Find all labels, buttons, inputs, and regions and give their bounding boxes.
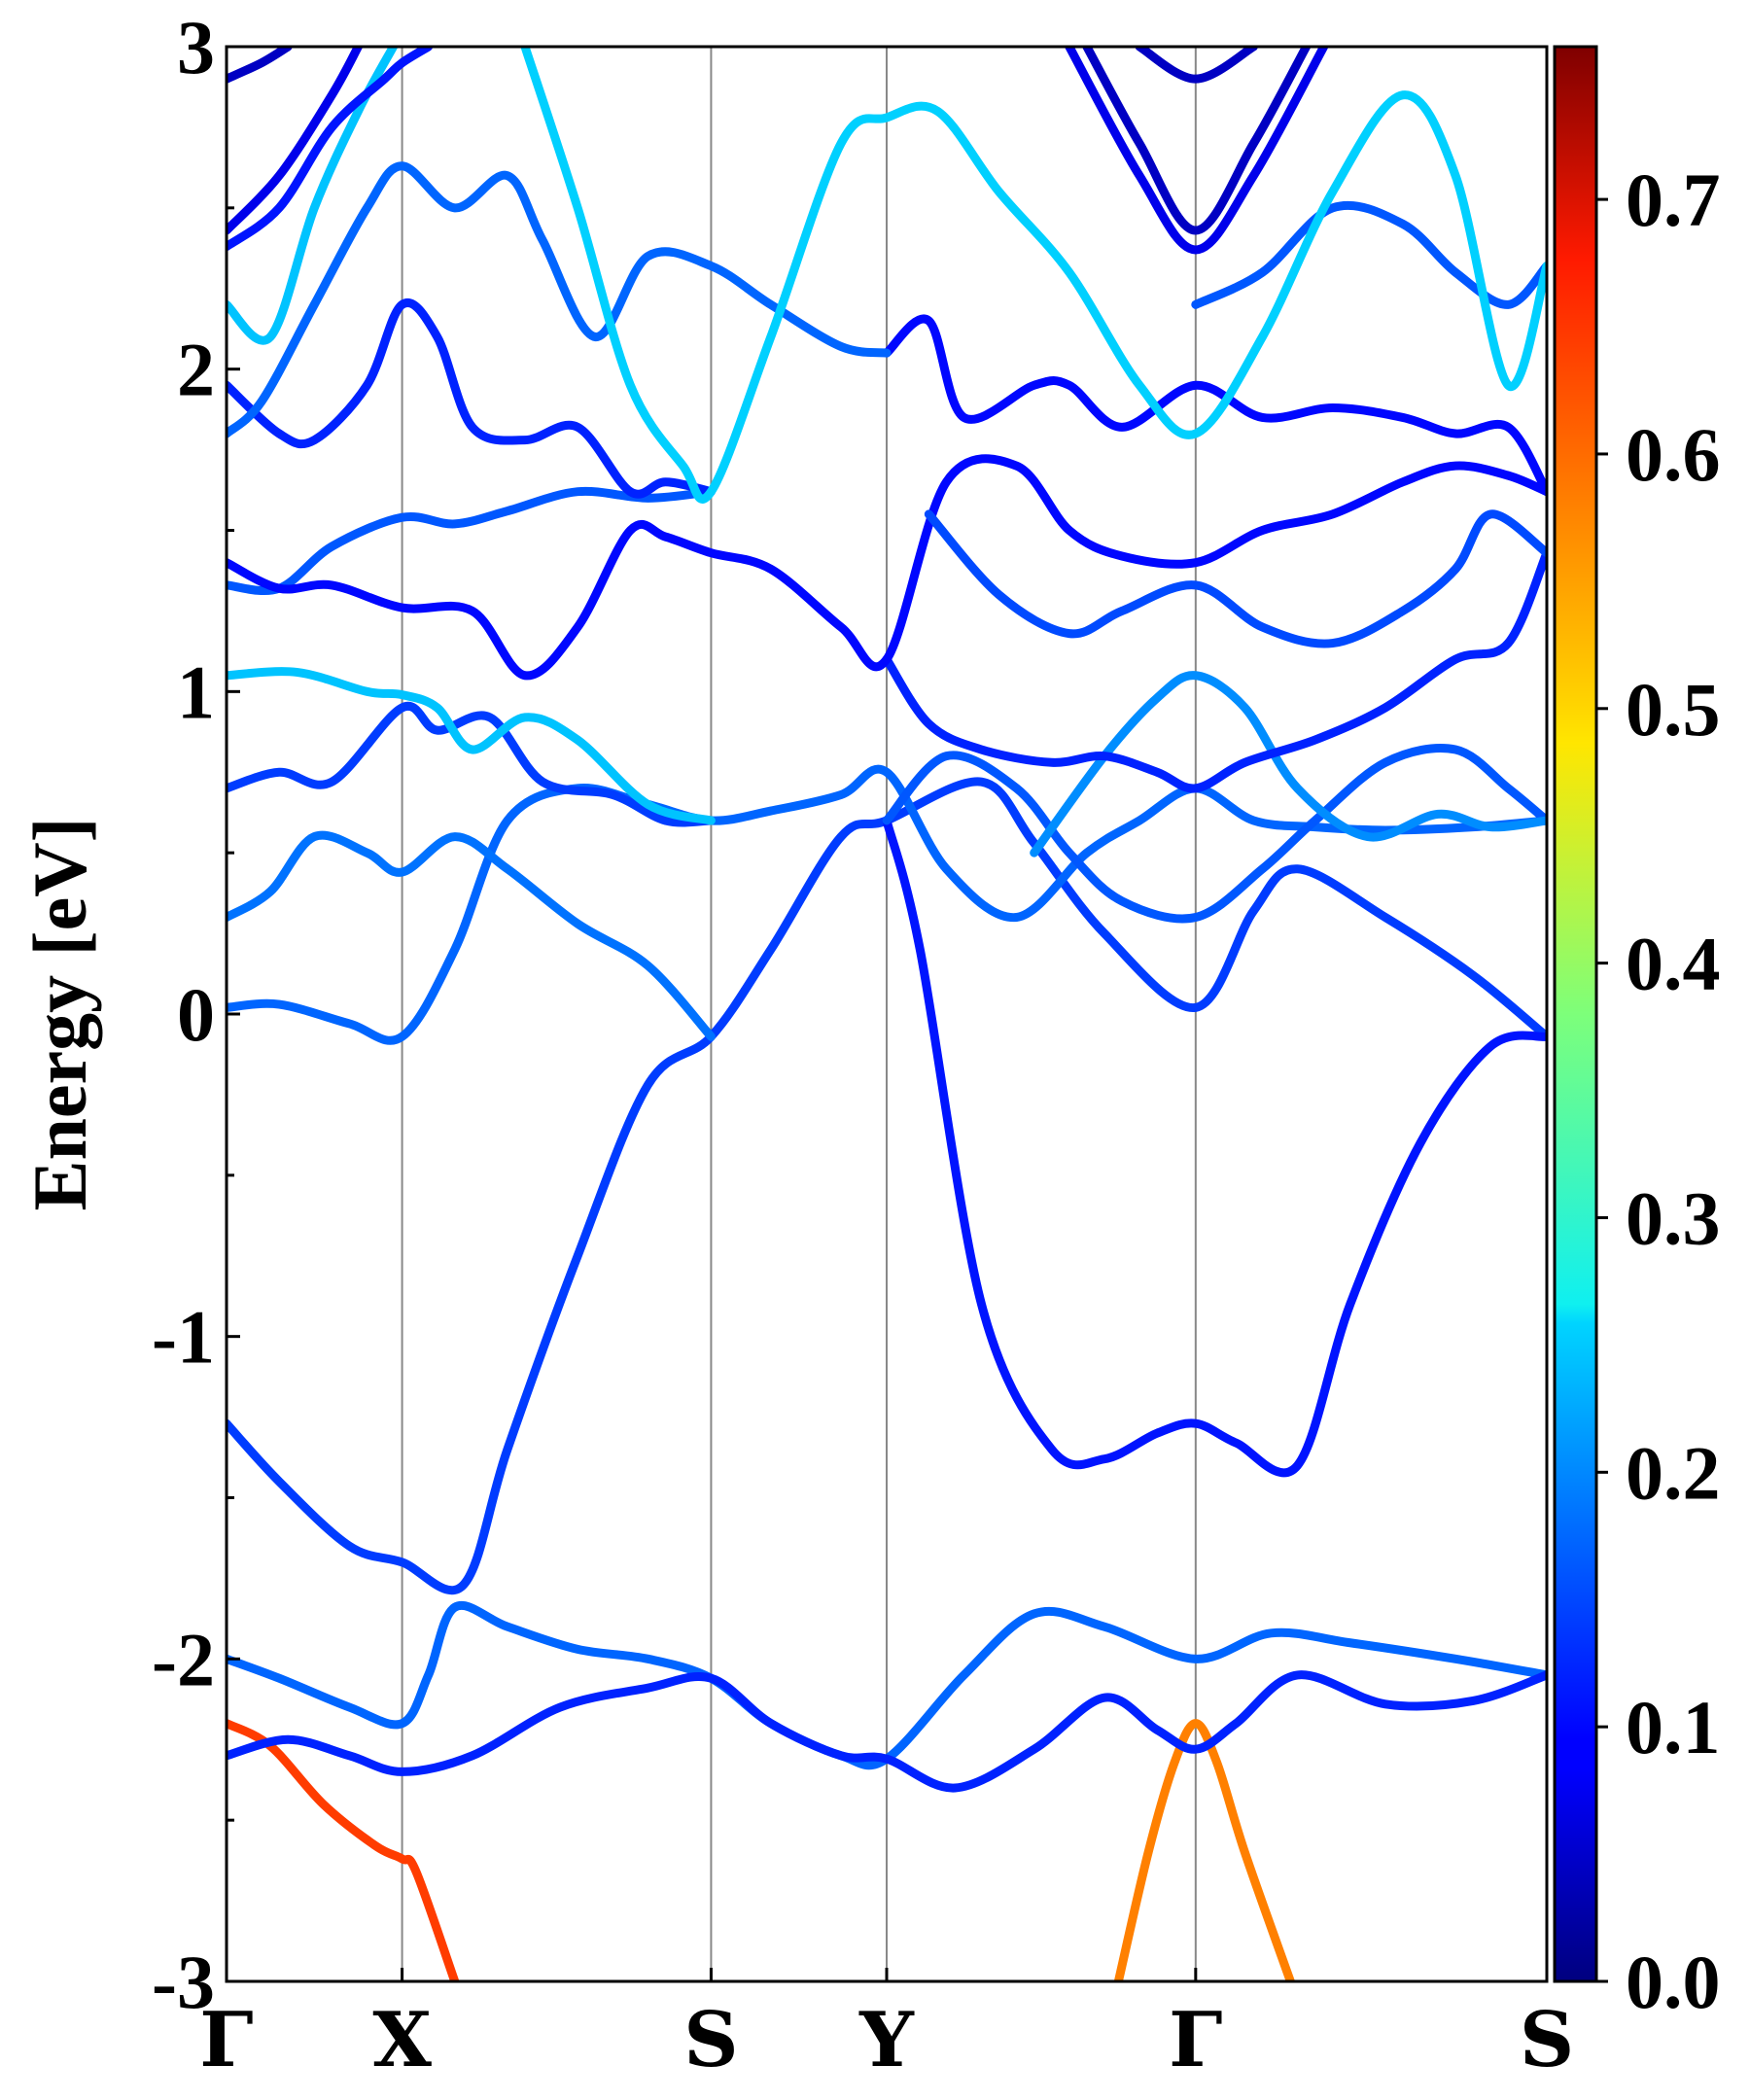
colorbar: 0.0 0.1 0.2 0.3 0.4 0.5 0.6 0.7 (1553, 45, 1721, 2024)
y-tick-label: 3 (177, 5, 215, 89)
band-cond-h (227, 298, 716, 499)
band-lines (227, 47, 1547, 1981)
band-cond-e (227, 667, 716, 825)
band-cond-i2 (1191, 200, 1547, 309)
kpoint-label-2: S (683, 1996, 738, 2084)
y-tick-label: 0 (177, 972, 215, 1057)
y-tick-label: -2 (152, 1617, 215, 1701)
band-cond-b (227, 764, 1547, 1045)
band-cond-a (227, 777, 1547, 1595)
band-cond-h2 (882, 314, 1547, 497)
band-cond-i (227, 161, 892, 438)
colorbar-tick-label: 0.6 (1626, 412, 1721, 497)
y-tick-label: -3 (152, 1940, 215, 2024)
band-cond-e2 (1030, 671, 1547, 858)
y-axis-ticks: 3 2 1 0 -1 -2 -3 (152, 5, 240, 2024)
band-cond-c (227, 830, 716, 1041)
kpoint-separators (401, 47, 1197, 1981)
colorbar-ticks: 0.0 0.1 0.2 0.3 0.4 0.5 0.6 0.7 (1596, 158, 1721, 2024)
colorbar-tick-label: 0.4 (1626, 922, 1721, 1006)
y-tick-label: -1 (152, 1295, 215, 1380)
kpoint-label-5: S (1520, 1996, 1574, 2084)
colorbar-tick-label: 0.7 (1626, 158, 1721, 242)
colorbar-gradient (1553, 45, 1598, 1983)
y-tick-label: 2 (177, 328, 215, 412)
band-cond-d2 (882, 744, 1547, 924)
kpoint-label-4: Γ (1169, 1996, 1222, 2084)
band-cond-j2 (520, 47, 1547, 504)
colorbar-tick-label: 0.5 (1626, 667, 1721, 752)
colorbar-tick-label: 0.0 (1626, 1940, 1721, 2024)
y-axis-label: Energy [eV] (18, 817, 102, 1210)
colorbar-tick-label: 0.1 (1626, 1685, 1721, 1769)
band-m2 (227, 1670, 1547, 1793)
band-cond-p (1135, 47, 1258, 84)
kpoint-label-3: Y (858, 1996, 915, 2084)
band-cond-f2 (882, 548, 1547, 793)
band-cond-f (227, 486, 716, 596)
band-cond-o (227, 47, 293, 84)
colorbar-tick-label: 0.3 (1626, 1175, 1721, 1260)
band-cond-g (227, 454, 1547, 681)
kpoint-label-1: X (372, 1996, 432, 2084)
band-valence-gamma-a (227, 1719, 460, 1981)
band-cond-g2 (924, 509, 1547, 648)
band-cond-l (227, 47, 363, 235)
band-cond-c2 (882, 816, 1547, 1478)
colorbar-tick-label: 0.2 (1626, 1430, 1721, 1515)
y-tick-label: 1 (177, 649, 215, 734)
band-cond-n (1065, 47, 1329, 255)
band-valence-gamma-b (1113, 1719, 1295, 1981)
kpoint-label-0: Γ (199, 1996, 253, 2084)
band-cond-k (227, 47, 434, 252)
band-cond-m (1082, 47, 1312, 235)
band-cond-d (227, 701, 716, 827)
